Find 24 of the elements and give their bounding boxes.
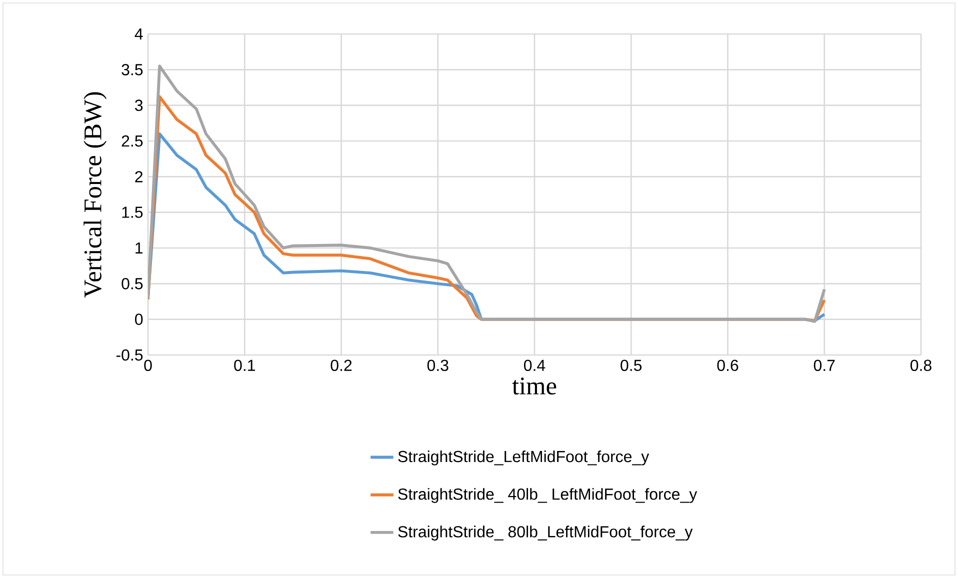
legend-label: StraightStride_ 40lb_ LeftMidFoot_force_y <box>398 488 698 503</box>
legend-label: StraightStride_ 80lb_LeftMidFoot_force_y <box>398 526 693 541</box>
x-tick-label: 0.1 <box>234 360 255 372</box>
y-tick-label: 2 <box>135 171 142 182</box>
x-tick-label: 0.6 <box>717 360 738 372</box>
x-tick-label: 0.2 <box>330 360 352 372</box>
y-tick-label: 1.5 <box>122 206 143 218</box>
x-tick-label: 0.3 <box>427 360 448 372</box>
y-axis-title: Vertical Force (BW) <box>84 92 107 298</box>
y-tick-label: 0.5 <box>122 278 143 290</box>
legend-label: StraightStride_LeftMidFoot_force_y <box>398 450 650 466</box>
y-tick-label: 2.5 <box>122 135 143 147</box>
x-tick-label: 0.7 <box>814 360 835 372</box>
y-tick-label: 0 <box>135 314 143 325</box>
y-tick-label: -0.5 <box>116 349 143 361</box>
y-tick-label: 3 <box>135 100 143 111</box>
x-tick-label: 0.5 <box>620 360 642 372</box>
x-tick-label: 0.8 <box>910 360 932 372</box>
x-tick-label: 0 <box>144 360 152 372</box>
x-axis-title: time <box>512 378 556 395</box>
y-tick-label: 1 <box>136 242 143 254</box>
y-tick-label: 4 <box>134 28 143 40</box>
x-tick-label: 0.4 <box>524 360 546 372</box>
y-tick-label: 3.5 <box>122 64 143 76</box>
